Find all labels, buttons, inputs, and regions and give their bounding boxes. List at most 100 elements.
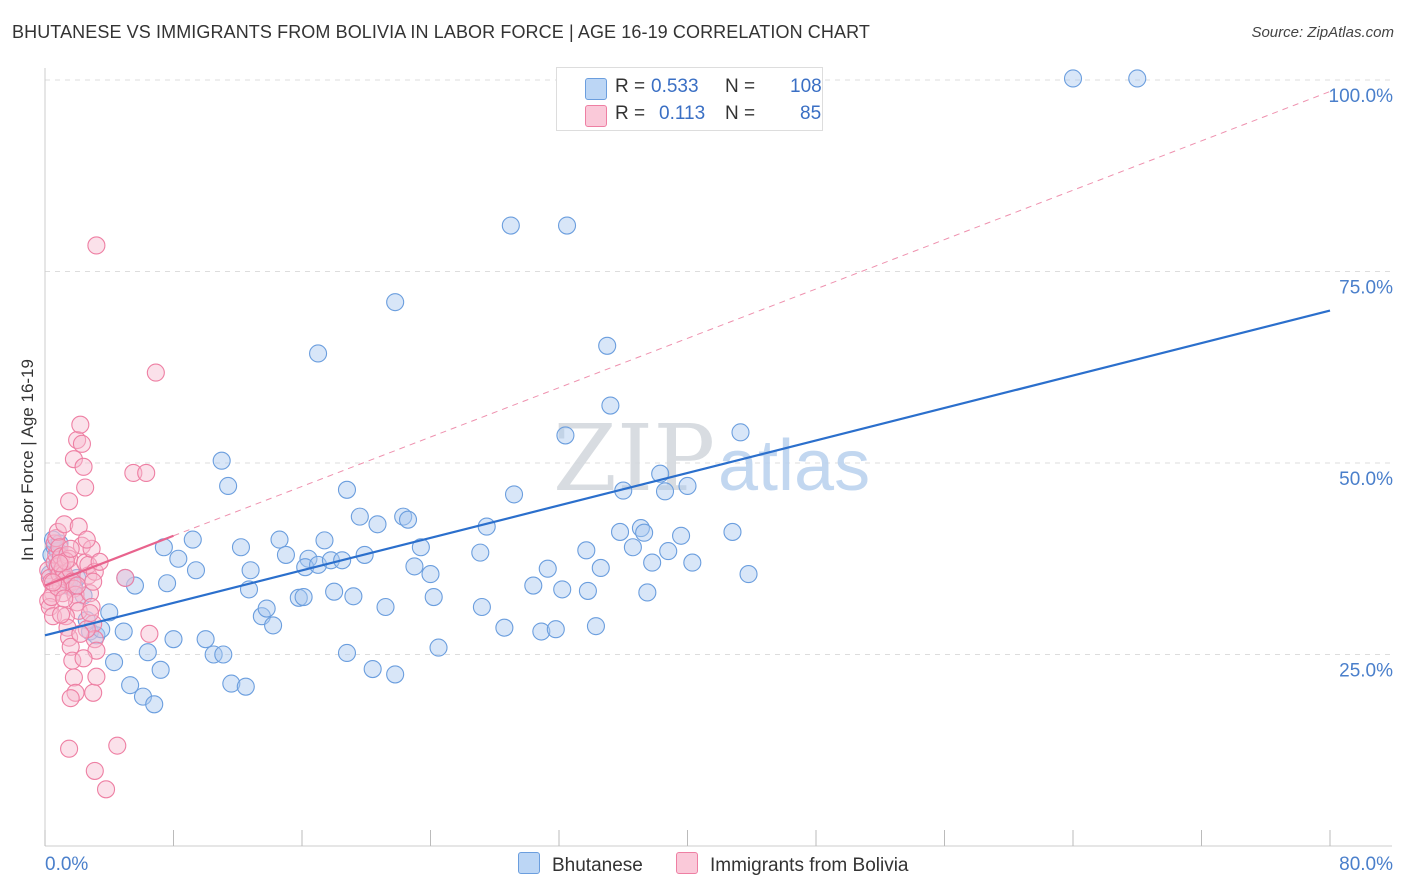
bolivia-point bbox=[85, 761, 104, 780]
bhutanese-point bbox=[398, 510, 418, 529]
bolivia-point bbox=[60, 739, 79, 758]
bolivia-point bbox=[66, 683, 85, 702]
legend-n-label: N = bbox=[725, 103, 756, 124]
bhutanese-point bbox=[577, 541, 596, 560]
bhutanese-point bbox=[270, 530, 289, 549]
bolivia-point bbox=[69, 517, 88, 536]
tick-labels: 25.0% 50.0% 75.0% 100.0% 0.0% 80.0% bbox=[45, 86, 1393, 875]
bhutanese-point bbox=[309, 344, 328, 363]
bolivia-point bbox=[146, 363, 165, 382]
legend-swatch-pink bbox=[585, 105, 607, 127]
bhutanese-point bbox=[212, 451, 231, 470]
bhutanese-point bbox=[553, 580, 572, 599]
watermark-zip: ZIP bbox=[553, 405, 715, 512]
trend-lines bbox=[44, 91, 1331, 637]
x-tick-label-min: 0.0% bbox=[45, 854, 88, 875]
legend-item-bhutanese[interactable]: Bhutanese bbox=[518, 852, 643, 877]
bolivia-point bbox=[64, 450, 83, 469]
bolivia-point bbox=[140, 624, 159, 643]
bhutanese-point bbox=[386, 293, 405, 312]
bhutanese-point bbox=[623, 538, 642, 557]
bhutanese-point bbox=[204, 645, 223, 664]
bhutanese-point bbox=[1128, 69, 1147, 88]
bhutanese-point bbox=[556, 426, 575, 445]
bhutanese-point bbox=[121, 676, 140, 695]
bhutanese-point bbox=[532, 622, 551, 641]
legend-r-value: 0.113 bbox=[659, 103, 706, 124]
bhutanese-point bbox=[421, 565, 440, 584]
legend-item-bolivia[interactable]: Immigrants from Bolivia bbox=[676, 852, 909, 877]
y-tick-label: 25.0% bbox=[1339, 661, 1393, 682]
bhutanese-point bbox=[472, 597, 491, 617]
bhutanese-point bbox=[169, 549, 188, 568]
bhutanese-point bbox=[337, 480, 357, 499]
bhutanese-point bbox=[231, 538, 251, 557]
bolivia-trend-extension bbox=[173, 91, 1331, 537]
bolivia-points bbox=[39, 236, 165, 799]
bolivia-point bbox=[50, 554, 69, 573]
legend-label: Immigrants from Bolivia bbox=[710, 855, 909, 876]
bolivia-point bbox=[87, 236, 106, 255]
bhutanese-point bbox=[125, 576, 144, 595]
correlation-legend: R = 0.533 N = 108 R = 0.113 N = 85 bbox=[556, 67, 823, 131]
bhutanese-point bbox=[158, 574, 177, 593]
bhutanese-point bbox=[538, 559, 557, 578]
bhutanese-point bbox=[363, 660, 382, 679]
bhutanese-point bbox=[344, 587, 363, 606]
bolivia-point bbox=[108, 736, 127, 755]
bhutanese-point bbox=[241, 561, 260, 580]
bhutanese-point bbox=[294, 587, 313, 607]
bhutanese-point bbox=[138, 643, 157, 662]
bhutanese-point bbox=[586, 617, 605, 636]
bhutanese-point bbox=[214, 645, 233, 664]
bhutanese-point bbox=[655, 482, 675, 501]
source-label: Source: ZipAtlas.com bbox=[1251, 24, 1394, 41]
bolivia-trend-line bbox=[44, 534, 174, 587]
bhutanese-point bbox=[386, 665, 405, 684]
bhutanese-point bbox=[276, 545, 295, 564]
bhutanese-point bbox=[524, 576, 543, 595]
legend-r-label: R = bbox=[615, 76, 646, 97]
bhutanese-point bbox=[731, 423, 750, 442]
bhutanese-point bbox=[598, 336, 617, 355]
bhutanese-point bbox=[504, 485, 524, 504]
watermark-atlas: atlas bbox=[718, 426, 870, 506]
bolivia-point bbox=[48, 522, 67, 541]
bhutanese-point bbox=[257, 599, 276, 618]
bolivia-point bbox=[74, 649, 93, 668]
y-tick-label: 100.0% bbox=[1329, 86, 1394, 107]
bolivia-point bbox=[137, 463, 156, 483]
bhutanese-point bbox=[236, 677, 255, 696]
bhutanese-point bbox=[557, 216, 577, 235]
gridlines bbox=[45, 79, 1392, 655]
bhutanese-point bbox=[219, 476, 238, 496]
bolivia-point bbox=[77, 530, 96, 549]
bhutanese-points bbox=[40, 69, 1147, 714]
bhutanese-point bbox=[723, 522, 742, 541]
bhutanese-point bbox=[394, 507, 413, 526]
bhutanese-point bbox=[501, 216, 520, 235]
bhutanese-point bbox=[376, 597, 395, 617]
bhutanese-point bbox=[471, 543, 490, 562]
bolivia-point bbox=[71, 415, 90, 434]
bolivia-point bbox=[74, 457, 93, 476]
bhutanese-point bbox=[610, 522, 630, 541]
bhutanese-point bbox=[151, 660, 170, 679]
bolivia-point bbox=[87, 667, 106, 686]
bolivia-point bbox=[52, 605, 71, 624]
bolivia-point bbox=[60, 492, 79, 511]
bolivia-point bbox=[64, 668, 83, 687]
bolivia-point bbox=[96, 780, 116, 799]
bhutanese-point bbox=[105, 653, 124, 672]
chart-title: BHUTANESE VS IMMIGRANTS FROM BOLIVIA IN … bbox=[12, 22, 870, 42]
bhutanese-point bbox=[264, 616, 283, 635]
bhutanese-point bbox=[429, 638, 448, 657]
bhutanese-point bbox=[350, 507, 369, 526]
bhutanese-point bbox=[683, 553, 702, 572]
bhutanese-point bbox=[222, 674, 241, 693]
bolivia-point bbox=[68, 576, 87, 595]
y-tick-label: 50.0% bbox=[1339, 469, 1393, 490]
y-tick-label: 75.0% bbox=[1339, 278, 1393, 299]
bhutanese-point bbox=[591, 558, 610, 577]
